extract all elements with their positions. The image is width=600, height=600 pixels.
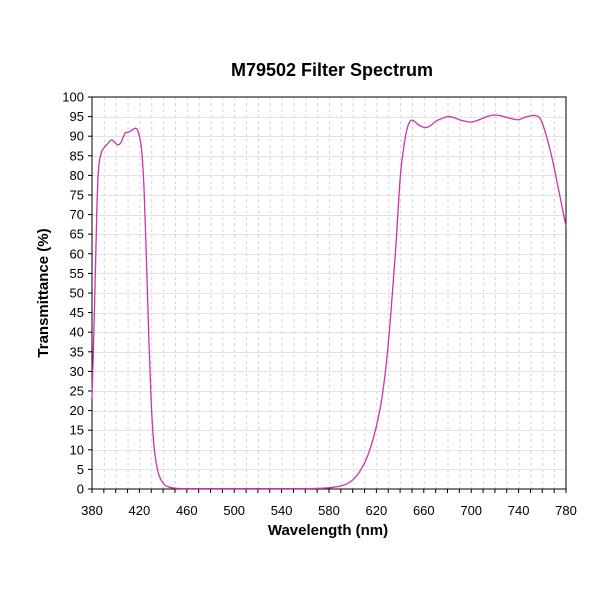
y-tick-label: 40 bbox=[70, 325, 84, 340]
y-tick-label: 35 bbox=[70, 344, 84, 359]
y-tick-label: 90 bbox=[70, 129, 84, 144]
x-tick-label: 780 bbox=[555, 503, 577, 518]
grid-lines bbox=[92, 97, 566, 489]
x-tick-label: 380 bbox=[81, 503, 103, 518]
x-tick-label: 660 bbox=[413, 503, 435, 518]
x-tick-label: 540 bbox=[271, 503, 293, 518]
chart-title: M79502 Filter Spectrum bbox=[231, 60, 433, 80]
y-tick-label: 75 bbox=[70, 188, 84, 203]
y-tick-label: 50 bbox=[70, 286, 84, 301]
y-tick-label: 5 bbox=[77, 462, 84, 477]
y-tick-label: 60 bbox=[70, 246, 84, 261]
transmittance-series-line bbox=[91, 114, 567, 490]
y-tick-label: 20 bbox=[70, 403, 84, 418]
x-tick-label: 460 bbox=[176, 503, 198, 518]
y-tick-label: 15 bbox=[70, 423, 84, 438]
y-tick-label: 80 bbox=[70, 168, 84, 183]
x-tick-label: 580 bbox=[318, 503, 340, 518]
y-tick-label: 10 bbox=[70, 442, 84, 457]
x-axis-label: Wavelength (nm) bbox=[268, 522, 388, 539]
y-tick-label: 85 bbox=[70, 148, 84, 163]
y-tick-label: 45 bbox=[70, 305, 84, 320]
x-tick-label: 500 bbox=[223, 503, 245, 518]
y-tick-label: 25 bbox=[70, 384, 84, 399]
y-tick-label: 0 bbox=[77, 482, 84, 497]
x-tick-label: 740 bbox=[508, 503, 530, 518]
x-tick-label: 700 bbox=[460, 503, 482, 518]
y-tick-label: 100 bbox=[62, 90, 84, 105]
y-tick-label: 30 bbox=[70, 364, 84, 379]
y-tick-label: 95 bbox=[70, 109, 84, 124]
x-tick-label: 620 bbox=[366, 503, 388, 518]
y-tick-label: 55 bbox=[70, 266, 84, 281]
y-axis-label: Transmittance (%) bbox=[35, 228, 52, 357]
y-tick-label: 65 bbox=[70, 227, 84, 242]
x-tick-label: 420 bbox=[129, 503, 151, 518]
y-tick-label: 70 bbox=[70, 207, 84, 222]
axis-ticks: 0 5 10 15 20 25 30 35 40 45 50 55 60 65 70 75 80 85 90 95 10… bbox=[62, 90, 577, 519]
